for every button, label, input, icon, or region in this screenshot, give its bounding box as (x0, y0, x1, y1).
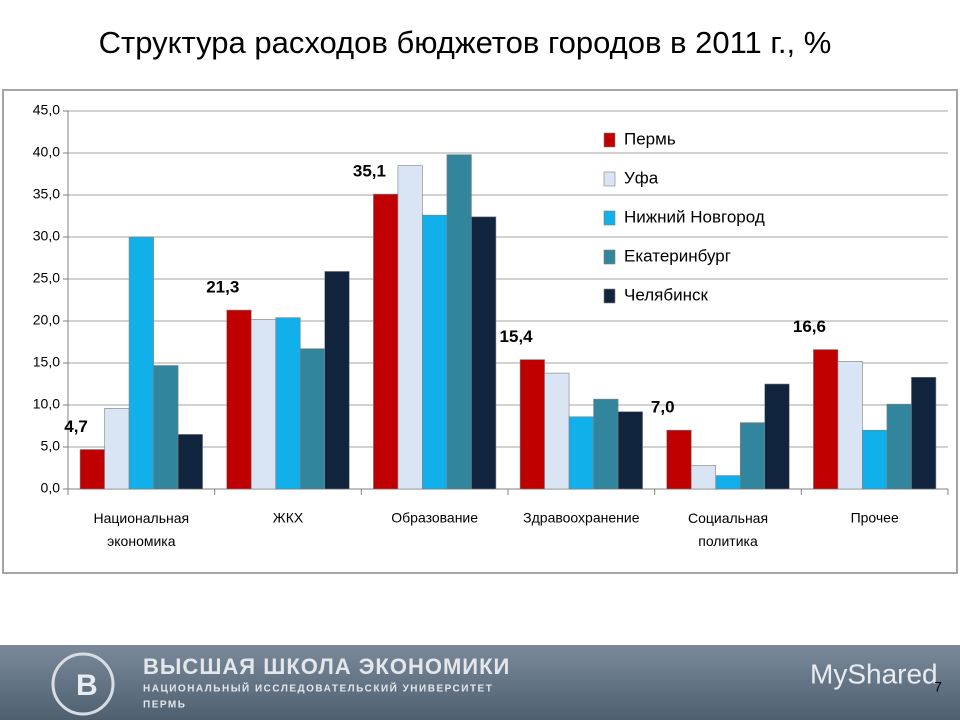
bar (177, 434, 203, 490)
legend-label: Уфа (624, 168, 659, 187)
y-tick-label: 45,0 (33, 102, 60, 118)
y-tick-label: 35,0 (33, 186, 60, 202)
legend-label: Челябинск (624, 285, 708, 304)
x-tick-label: Национальная экономика (94, 510, 190, 549)
footer-band (0, 645, 960, 720)
bar (886, 403, 912, 490)
y-tick-label: 25,0 (33, 270, 60, 286)
y-tick-label: 30,0 (33, 228, 60, 244)
value-label: 15,4 (500, 327, 534, 346)
y-tick-label: 15,0 (33, 354, 60, 370)
bar (739, 422, 766, 490)
footer-subtitle: НАЦИОНАЛЬНЫЙ ИССЛЕДОВАТЕЛЬСКИЙ УНИВЕРСИТ… (143, 682, 493, 695)
logo (51, 652, 115, 716)
footer-city: ПЕРМЬ (143, 700, 186, 711)
x-tick-label: Социальная политика (688, 510, 768, 549)
bar (715, 475, 741, 490)
x-tick-label-line: Национальная (94, 510, 190, 526)
x-tick-label: ЖКХ (273, 510, 304, 526)
bar (373, 193, 399, 490)
bar (690, 465, 717, 490)
logo-letter: В (76, 669, 98, 702)
y-tick-label: 10,0 (33, 396, 60, 412)
bar (593, 398, 619, 490)
bar (617, 411, 643, 490)
bar (299, 348, 326, 490)
bar (104, 408, 130, 490)
bar (275, 317, 301, 490)
y-tick-label: 5,0 (41, 438, 61, 454)
y-tick-label: 40,0 (33, 144, 60, 160)
y-tick-label: 0,0 (41, 480, 61, 496)
bar (837, 361, 863, 490)
x-tick-label: Здравоохранение (523, 510, 640, 526)
legend-label: Нижний Новгород (624, 207, 765, 226)
chart-title: Структура расходов бюджетов городов в 20… (99, 25, 832, 60)
bar (422, 214, 448, 490)
legend-swatch (603, 171, 616, 187)
bar (519, 359, 545, 490)
x-tick-label: Образование (391, 510, 478, 526)
x-tick-label: Прочее (851, 510, 899, 526)
legend-label: Екатеринбург (624, 246, 731, 265)
value-label: 35,1 (353, 162, 386, 181)
bar (911, 376, 937, 490)
bar (862, 429, 888, 490)
watermark: MyShared (810, 658, 938, 689)
bar (397, 165, 423, 490)
value-label: 4,7 (64, 417, 88, 436)
bar (324, 271, 350, 490)
bar (544, 372, 570, 490)
x-tick-label-line: экономика (107, 533, 176, 549)
value-label: 16,6 (793, 317, 826, 336)
bar (471, 216, 497, 490)
bar (128, 236, 154, 490)
bar (153, 365, 179, 490)
bar (666, 429, 692, 490)
bar (764, 383, 790, 490)
bar (446, 154, 472, 490)
x-tick-label-line: политика (698, 533, 758, 549)
page-number: 7 (934, 679, 942, 695)
legend-swatch (603, 210, 616, 226)
value-label: 21,3 (206, 278, 239, 297)
bar (79, 449, 105, 490)
legend-label: Пермь (624, 129, 676, 148)
footer-name: ВЫСШАЯ ШКОЛА ЭКОНОМИКИ (143, 654, 510, 679)
y-tick-label: 20,0 (33, 312, 60, 328)
x-tick-label-line: Социальная (688, 510, 768, 526)
value-label: 7,0 (651, 398, 675, 417)
bar (568, 416, 594, 490)
bar (250, 319, 277, 490)
legend-swatch (603, 249, 616, 265)
bar (226, 309, 252, 490)
bar (813, 349, 839, 490)
legend-swatch (603, 132, 616, 148)
legend-swatch (603, 288, 616, 304)
